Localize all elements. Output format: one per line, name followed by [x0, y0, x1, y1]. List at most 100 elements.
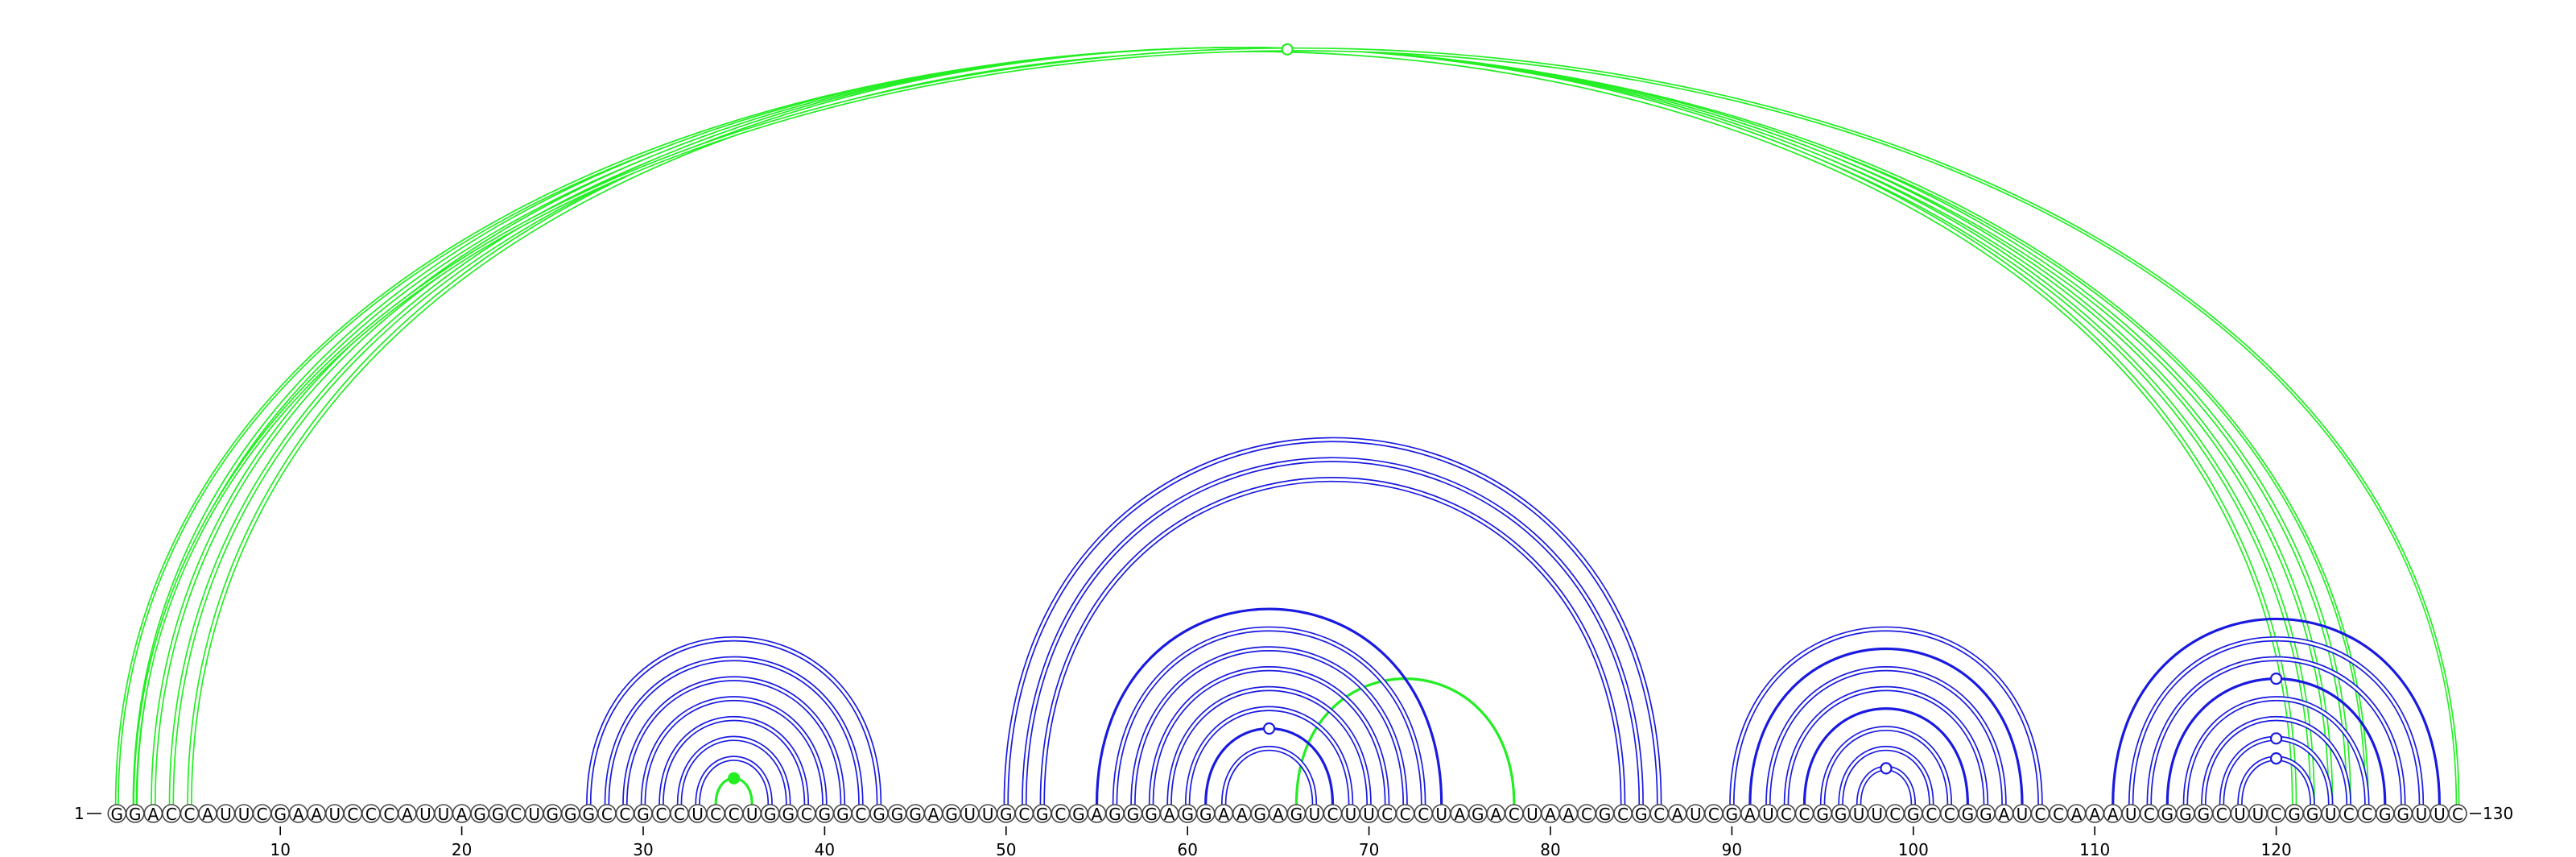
nucleotide-27: G: [579, 804, 599, 824]
svg-text:A: A: [1273, 805, 1284, 824]
nucleotide-74: U: [1431, 804, 1451, 824]
tick-label-60: 60: [1177, 840, 1197, 857]
svg-text:G: G: [1726, 805, 1739, 824]
nucleotide-110: A: [2085, 804, 2104, 824]
base-pair-arc-50-86: [1003, 437, 1662, 805]
nucleotide-70: U: [1359, 804, 1379, 824]
svg-text:U: U: [328, 805, 341, 824]
svg-text:U: U: [2252, 805, 2264, 824]
svg-text:U: U: [419, 805, 431, 824]
nucleotide-126: G: [2376, 804, 2395, 824]
base-pair-arc-27-43: [586, 636, 882, 805]
nucleotide-69: U: [1341, 804, 1360, 824]
svg-text:C: C: [1381, 805, 1393, 824]
nucleotide-112: U: [2121, 804, 2140, 824]
svg-text:G: G: [1816, 805, 1829, 824]
svg-text:C: C: [1708, 805, 1719, 824]
nucleotide-78: C: [1505, 804, 1524, 824]
nucleotide-38: G: [778, 804, 799, 824]
nucleotide-30: G: [634, 804, 653, 824]
base-pair-arc-92-105: [1765, 666, 2007, 805]
svg-text:A: A: [456, 805, 468, 824]
svg-text:U: U: [1871, 805, 1883, 824]
svg-text:G: G: [129, 805, 142, 824]
svg-text:A: A: [148, 805, 159, 824]
svg-text:C: C: [1055, 805, 1066, 824]
nucleotide-122: G: [2302, 804, 2322, 824]
nucleotide-106: U: [2013, 804, 2032, 824]
svg-text:G: G: [111, 805, 124, 824]
svg-text:A: A: [1218, 805, 1229, 824]
nucleotide-105: A: [1994, 804, 2014, 824]
nucleotide-23: C: [506, 804, 526, 824]
nucleotide-43: G: [869, 804, 889, 824]
nucleotide-118: U: [2230, 804, 2250, 824]
base-pair-arc-112-128: [2128, 636, 2425, 805]
nucleotide-75: A: [1450, 804, 1470, 824]
nucleotide-32: C: [670, 804, 689, 824]
nucleotide-130: C: [2448, 804, 2467, 824]
svg-text:A: A: [1744, 805, 1756, 824]
nucleotide-114: G: [2157, 804, 2178, 824]
nucleotide-124: C: [2339, 804, 2359, 824]
svg-text:G: G: [2379, 805, 2392, 824]
svg-text:G: G: [1199, 805, 1212, 824]
nucleotide-62: A: [1214, 804, 1233, 824]
nucleotide-96: G: [1831, 804, 1851, 824]
nucleotide-22: G: [488, 804, 508, 824]
arc-marker-3: [1880, 762, 1893, 775]
position-axis: 10 20 30 40 50 60 70 80 90 100 110 120: [270, 826, 2292, 857]
svg-text:U: U: [528, 805, 540, 824]
nucleotide-81: A: [1558, 804, 1579, 824]
nucleotide-91: A: [1740, 804, 1760, 824]
nucleotide-79: U: [1522, 804, 1542, 824]
svg-text:G: G: [1072, 805, 1085, 824]
nucleotide-41: G: [833, 804, 852, 824]
svg-text:G: G: [1036, 805, 1049, 824]
nucleotide-76: G: [1468, 804, 1488, 824]
svg-text:G: G: [547, 805, 559, 824]
svg-text:U: U: [746, 805, 758, 824]
svg-text:U: U: [1435, 805, 1447, 824]
nucleotide-116: G: [2194, 804, 2214, 824]
svg-text:A: A: [311, 805, 322, 824]
svg-text:U: U: [1690, 805, 1702, 824]
tick-label-40: 40: [815, 840, 835, 857]
svg-text:G: G: [1835, 805, 1847, 824]
base-pair-arc-30-40: [640, 696, 828, 805]
svg-text:G: G: [873, 805, 886, 824]
svg-text:C: C: [257, 805, 268, 824]
tick-label-50: 50: [996, 840, 1016, 857]
nucleotide-4: C: [162, 804, 181, 824]
nucleotide-5: C: [180, 804, 200, 824]
nucleotide-127: G: [2393, 804, 2413, 824]
svg-text:G: G: [1127, 805, 1140, 824]
nucleotide-94: C: [1794, 804, 1814, 824]
arc-marker-1: [728, 772, 741, 785]
svg-text:G: G: [1145, 805, 1158, 824]
nucleotide-19: U: [434, 804, 453, 824]
nucleotide-34: C: [706, 804, 725, 824]
nucleotide-84: C: [1613, 804, 1633, 824]
nucleotide-86: C: [1649, 804, 1669, 824]
svg-text:G: G: [1290, 805, 1303, 824]
svg-text:C: C: [729, 805, 740, 824]
arc-marker-0: [1281, 43, 1294, 56]
nucleotide-77: A: [1486, 804, 1506, 824]
nucleotide-72: C: [1395, 804, 1415, 824]
nucleotide-1: G: [107, 804, 127, 824]
svg-text:C: C: [347, 805, 358, 824]
svg-text:G: G: [1254, 805, 1267, 824]
base-pair-arc-31-39: [658, 715, 810, 805]
nucleotide-45: G: [906, 804, 925, 824]
base-pair-arc-90-107: [1729, 626, 2043, 805]
nucleotide-129: U: [2429, 804, 2450, 824]
nucleotide-113: C: [2140, 804, 2159, 824]
svg-text:G: G: [473, 805, 486, 824]
nucleotide-123: U: [2321, 804, 2340, 824]
tick-label-100: 100: [1898, 840, 1929, 857]
base-pair-arc-95-102: [1819, 726, 1953, 805]
svg-text:C: C: [1781, 805, 1792, 824]
tick-label-20: 20: [452, 840, 472, 857]
